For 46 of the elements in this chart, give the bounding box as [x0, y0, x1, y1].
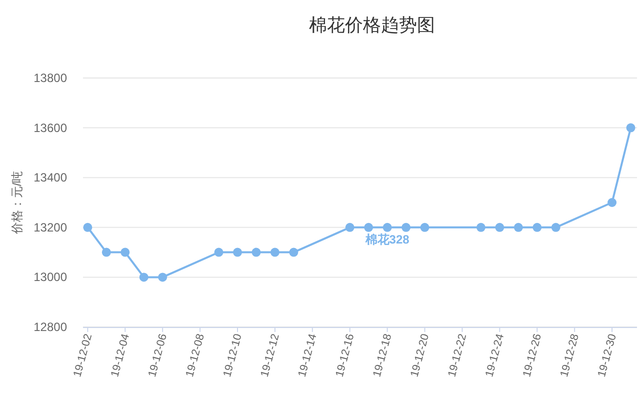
x-tick-label: 19-12-12: [258, 332, 282, 378]
x-tick-label: 19-12-26: [521, 332, 544, 378]
x-tick-label: 19-12-16: [334, 332, 357, 378]
x-tick-label: 19-12-14: [296, 332, 320, 378]
x-tick-label: 19-12-04: [109, 332, 132, 378]
point: [289, 248, 298, 257]
x-tick-label: 19-12-22: [446, 332, 470, 378]
x-tick-label: 19-12-08: [184, 332, 207, 378]
point: [514, 222, 523, 232]
x-tick-label: 19-12-18: [371, 332, 394, 378]
x-tick-label: 19-12-20: [408, 332, 432, 378]
point: [120, 248, 130, 257]
y-tick-label: 13200: [34, 220, 68, 234]
point: [420, 222, 430, 232]
x-tick-label: 19-12-02: [72, 332, 95, 378]
point: [270, 248, 280, 257]
point: [102, 248, 111, 257]
x-tick-label: 19-12-10: [221, 332, 244, 378]
y-axis-title: 价格：元/吨: [10, 170, 24, 236]
point: [214, 248, 224, 257]
y-tick-label: 13000: [34, 270, 68, 284]
y-tick-label: 12800: [34, 320, 68, 334]
point: [364, 222, 374, 232]
point: [382, 222, 392, 232]
point: [608, 198, 617, 207]
point: [626, 123, 636, 132]
point: [532, 222, 542, 232]
point: [252, 248, 261, 257]
point: [495, 222, 504, 232]
x-tick-label: 19-12-28: [558, 332, 582, 378]
x-tick-label: 19-12-06: [146, 332, 170, 378]
point: [158, 272, 168, 282]
point: [232, 248, 242, 257]
point: [476, 222, 486, 232]
series-label: 棉花328: [364, 232, 410, 246]
y-tick-label: 13400: [34, 170, 68, 185]
x-tick-label: 19-12-30: [596, 332, 619, 378]
point: [551, 222, 560, 232]
chart-title: 棉花价格趋势图: [309, 15, 435, 35]
y-tick-label: 13800: [34, 71, 68, 85]
x-tick-label: 19-12-24: [484, 332, 507, 378]
point: [139, 272, 148, 282]
point: [83, 222, 92, 232]
point: [345, 222, 354, 232]
y-tick-label: 13600: [34, 120, 68, 135]
point: [402, 222, 411, 232]
